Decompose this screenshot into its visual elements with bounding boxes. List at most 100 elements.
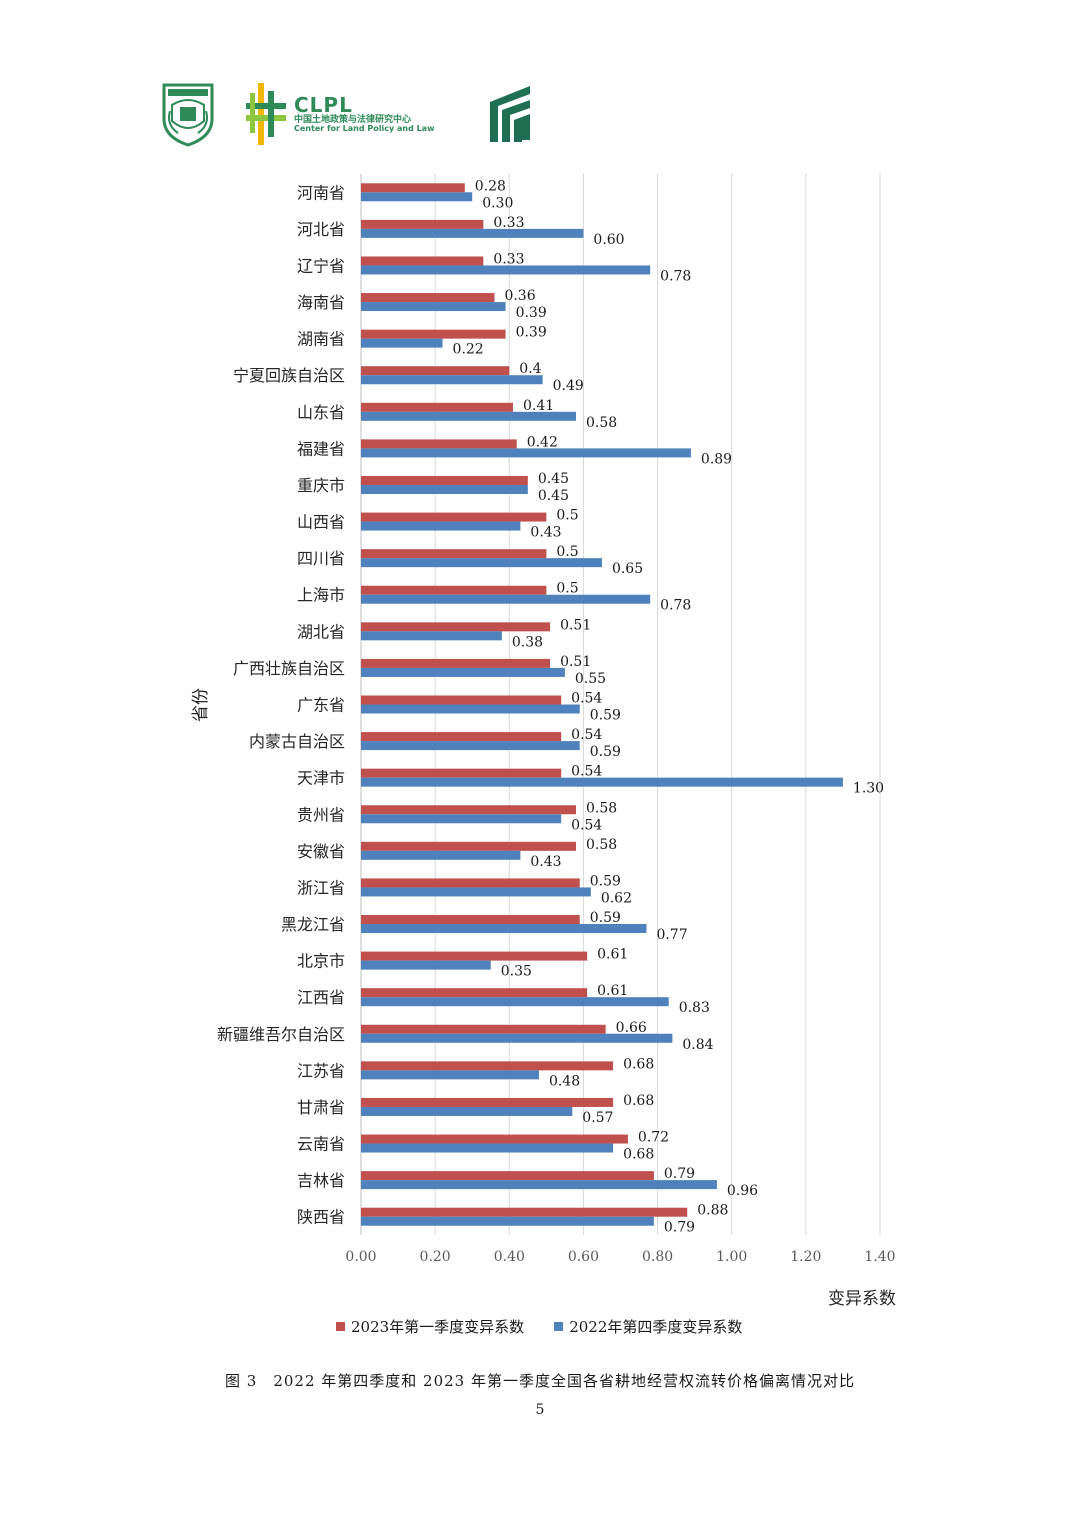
data-label: 0.68	[623, 1056, 654, 1072]
data-label: 0.49	[553, 378, 584, 394]
category-label: 北京市	[297, 952, 345, 971]
bar	[361, 448, 691, 458]
x-tick-label: 1.20	[790, 1249, 821, 1265]
page-number: 5	[535, 1402, 545, 1418]
bar	[361, 915, 580, 925]
data-label: 0.57	[582, 1110, 613, 1126]
data-label: 0.54	[571, 727, 602, 743]
bar	[361, 183, 465, 193]
data-label: 0.54	[571, 817, 602, 833]
category-label: 江苏省	[297, 1061, 345, 1080]
bar	[361, 439, 517, 449]
data-label: 0.88	[697, 1203, 728, 1219]
bar	[361, 411, 577, 421]
data-label: 0.33	[493, 215, 524, 231]
data-label: 0.4	[519, 361, 541, 377]
x-tick-label: 0.40	[494, 1249, 525, 1265]
data-label: 0.5	[556, 544, 578, 560]
data-label: 0.42	[527, 434, 558, 450]
bar	[361, 732, 562, 742]
data-label: 0.39	[516, 325, 547, 341]
bar	[361, 1180, 717, 1190]
bar	[361, 1106, 573, 1116]
data-label: 0.61	[597, 947, 628, 963]
data-label: 0.59	[590, 708, 621, 724]
bar	[361, 960, 491, 970]
data-label: 0.55	[575, 671, 606, 687]
y-axis-title: 省份	[191, 688, 211, 722]
data-label: 0.5	[556, 581, 578, 597]
bar	[361, 850, 521, 860]
data-label: 0.33	[493, 251, 524, 267]
data-label: 0.79	[664, 1166, 695, 1182]
bar	[361, 631, 502, 641]
category-label: 山东省	[297, 403, 345, 422]
data-label: 0.51	[560, 617, 591, 633]
data-label: 0.68	[623, 1093, 654, 1109]
data-label: 0.48	[549, 1073, 580, 1089]
bar	[361, 475, 528, 485]
category-label: 辽宁省	[297, 256, 345, 275]
category-label: 广西壮族自治区	[233, 659, 345, 678]
data-label: 0.22	[453, 342, 484, 358]
data-label: 0.35	[501, 964, 532, 980]
clpl-logo: CLPL 中国土地政策与法律研究中心 Center for Land Polic…	[244, 81, 434, 147]
bar	[361, 521, 521, 531]
data-label: 0.61	[597, 983, 628, 999]
x-axis-title: 变异系数	[828, 1289, 896, 1309]
category-label: 江西省	[297, 988, 345, 1007]
bar	[361, 1097, 614, 1107]
figure-caption: 图 3 2022 年第四季度和 2023 年第一季度全国各省耕地经营权流转价格偏…	[225, 1372, 855, 1390]
category-label: 湖南省	[297, 330, 345, 349]
bar	[361, 329, 506, 339]
bar	[361, 924, 647, 934]
category-label: 内蒙古自治区	[249, 732, 345, 751]
category-label: 河北省	[297, 220, 345, 239]
bar	[361, 1143, 614, 1153]
bar	[361, 1061, 614, 1071]
bar	[361, 293, 495, 303]
bar	[361, 622, 551, 632]
data-label: 0.39	[516, 305, 547, 321]
cau-logo-icon	[162, 83, 214, 147]
category-label: 云南省	[297, 1135, 345, 1154]
x-tick-label: 0.00	[345, 1249, 376, 1265]
data-label: 0.5	[556, 508, 578, 524]
data-label: 0.72	[638, 1130, 669, 1146]
bar	[361, 814, 562, 824]
data-label: 0.59	[590, 873, 621, 889]
category-label: 四川省	[297, 549, 345, 568]
data-label: 0.60	[593, 232, 624, 248]
bar	[361, 667, 565, 677]
bar	[361, 549, 547, 559]
bar	[361, 841, 577, 851]
bar	[361, 777, 843, 787]
bar	[361, 695, 562, 705]
legend-label-2023q1: 2023年第一季度变异系数	[351, 1318, 525, 1336]
legend-label-2022q4: 2022年第四季度变异系数	[569, 1318, 743, 1336]
data-label: 0.43	[530, 854, 561, 870]
bar	[361, 1207, 688, 1217]
data-label: 0.96	[727, 1183, 758, 1199]
category-label: 福建省	[297, 439, 345, 458]
bar	[361, 1134, 628, 1144]
bar	[361, 805, 577, 815]
data-label: 0.38	[512, 634, 543, 650]
category-label: 甘肃省	[297, 1098, 345, 1117]
data-label: 0.41	[523, 398, 554, 414]
bar	[361, 988, 588, 998]
category-label: 吉林省	[297, 1171, 345, 1190]
institute-logo-icon	[490, 86, 531, 142]
category-label: 天津市	[297, 769, 345, 788]
bar	[361, 192, 473, 202]
bar	[361, 366, 510, 376]
bar	[361, 219, 484, 229]
data-label: 0.84	[682, 1037, 713, 1053]
data-label: 0.30	[482, 195, 513, 211]
data-label: 0.54	[571, 691, 602, 707]
data-label: 0.58	[586, 800, 617, 816]
bar	[361, 302, 506, 312]
category-label: 湖北省	[297, 622, 345, 641]
data-label: 0.51	[560, 654, 591, 670]
page-header: CLPL 中国土地政策与法律研究中心 Center for Land Polic…	[160, 78, 536, 150]
